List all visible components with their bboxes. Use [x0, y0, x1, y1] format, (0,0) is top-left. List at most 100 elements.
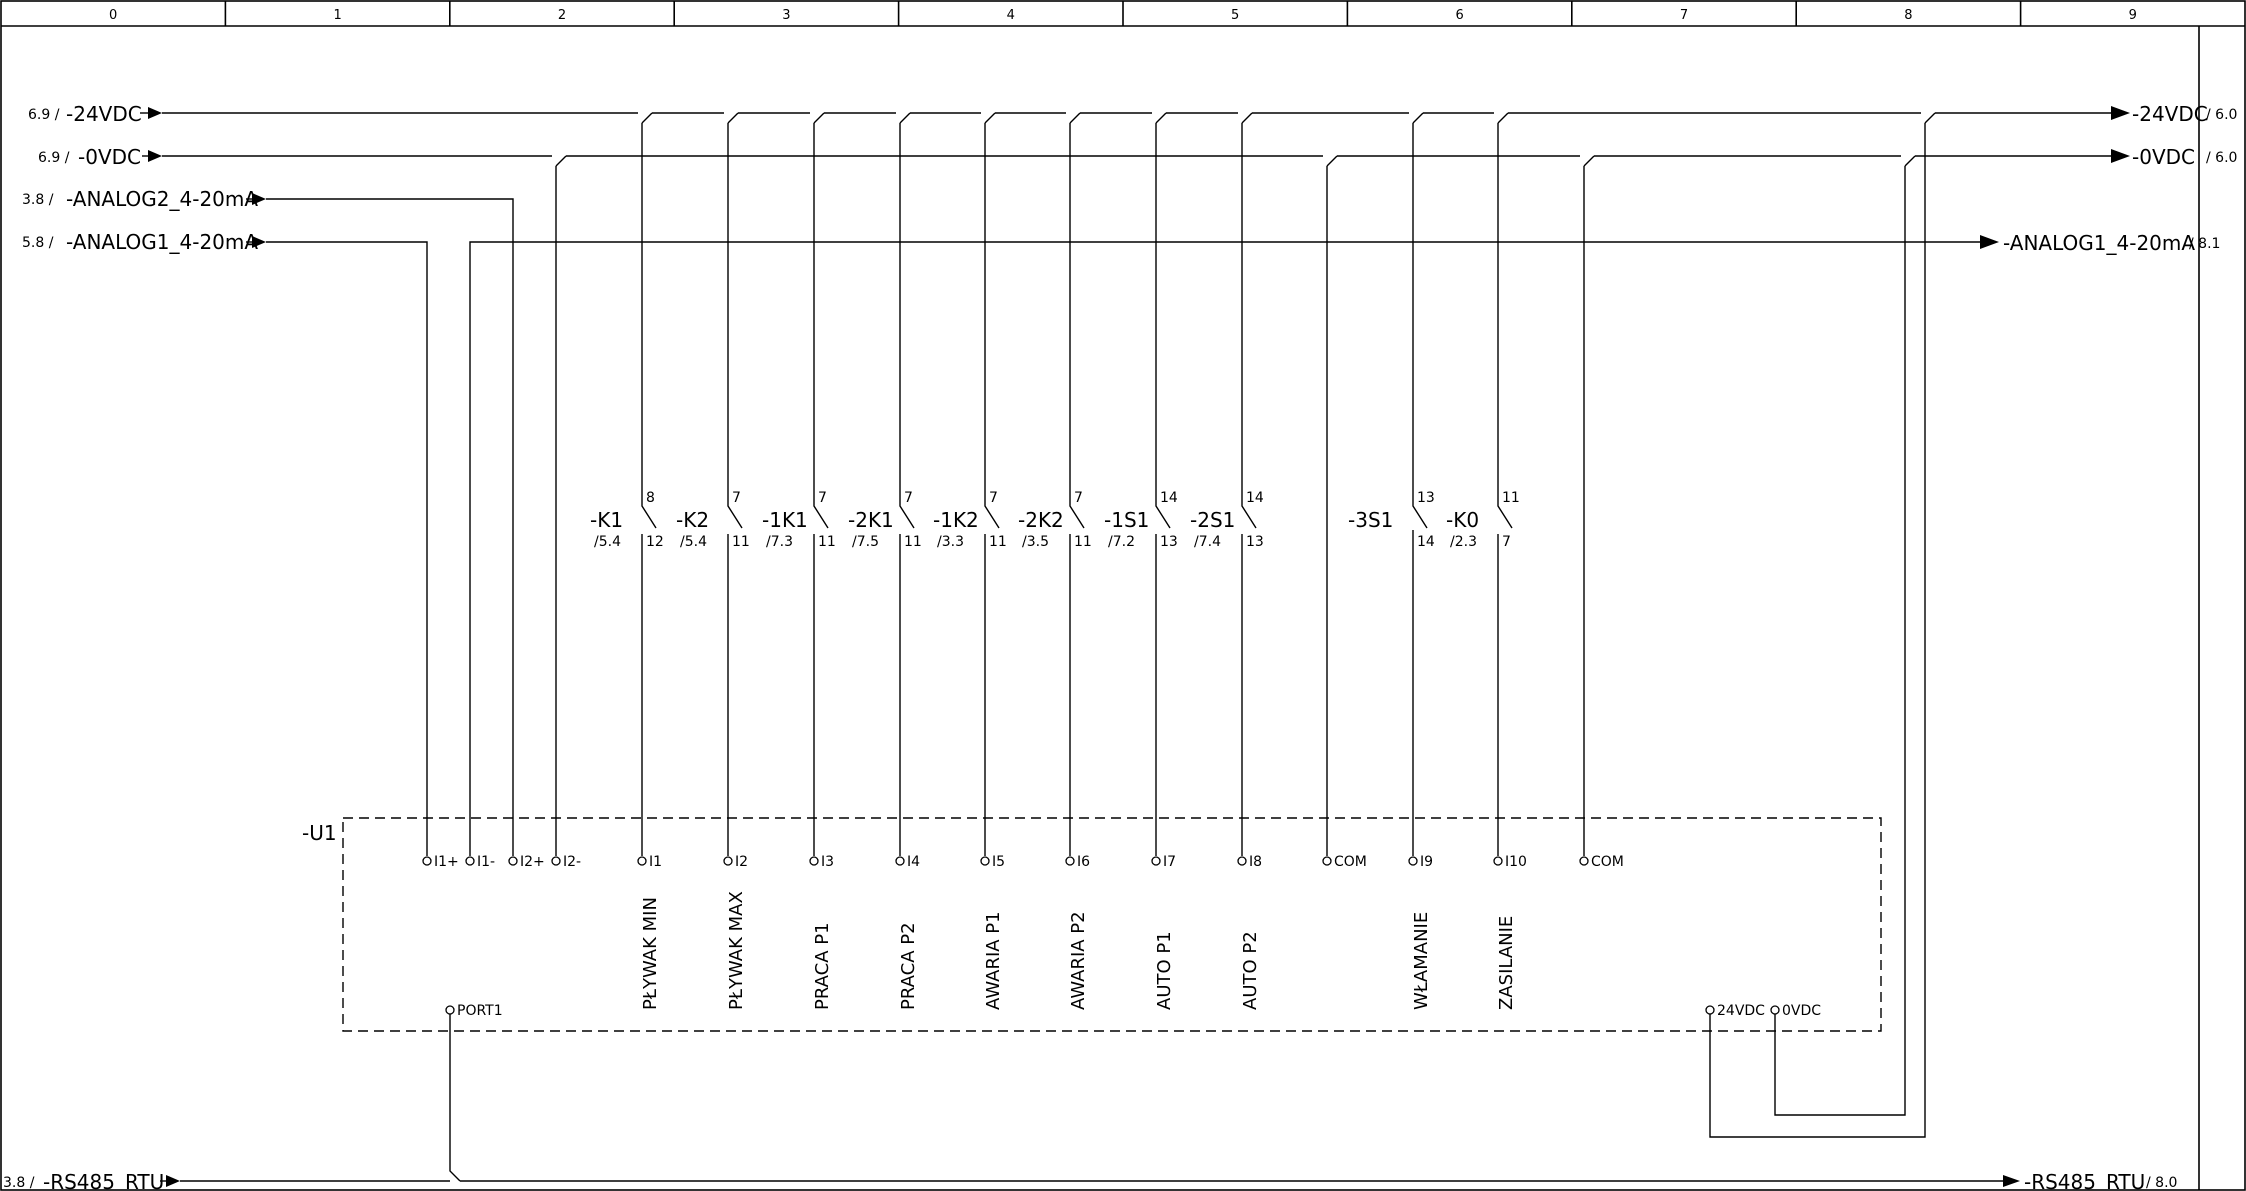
terminal-port — [445, 1005, 455, 1015]
potential-label: -ANALOG1_4-20mA — [66, 230, 258, 254]
terminal-label: I4 — [907, 854, 920, 870]
terminal-label: I1 — [649, 854, 662, 870]
column-number: 8 — [1904, 8, 1912, 23]
potential-label: -RS485_RTU — [2024, 1170, 2145, 1191]
terminal — [895, 856, 905, 866]
arrow-icon — [2111, 106, 2130, 120]
contact-name: -1K2 — [933, 508, 979, 532]
rail-analog2: 3.8 / -ANALOG2_4-20mA — [22, 187, 514, 856]
input-label: AWARIA P2 — [1068, 911, 1089, 1010]
contact-switch-icon — [1241, 123, 1257, 856]
contact-switch-icon — [984, 123, 1000, 856]
analog-terminals: I1+ I1- I2+ I2- — [422, 854, 581, 870]
input-label: AUTO P1 — [1154, 931, 1175, 1010]
column-number: 0 — [109, 8, 117, 23]
contact-pin-top: 14 — [1160, 490, 1178, 506]
contact: -1S1/7.2 14 13 — [1104, 123, 1178, 856]
device-input: I2 PŁYWAK MAX — [723, 854, 748, 1010]
column-number: 6 — [1455, 8, 1463, 23]
column-number: 2 — [558, 8, 566, 23]
terminal — [551, 856, 561, 866]
terminal — [1579, 856, 1589, 866]
terminal-label: I2- — [563, 854, 581, 870]
terminal — [1237, 856, 1247, 866]
contact: -3S1 13 14 — [1348, 123, 1435, 856]
potential-ref: / 8.0 — [2146, 1175, 2177, 1191]
device-input: I9 WŁAMANIE — [1408, 854, 1433, 1010]
contact-pin-bottom: 7 — [1502, 534, 1511, 550]
contact-name: -2S1 — [1190, 508, 1235, 532]
contact-name: -1S1 — [1104, 508, 1149, 532]
contact-pin-top: 7 — [904, 490, 913, 506]
contact-pin-bottom: 14 — [1417, 534, 1435, 550]
contact: -1K1/7.3 7 11 — [762, 123, 836, 856]
contact-pin-top: 7 — [818, 490, 827, 506]
device-input: I7 AUTO P1 — [1151, 854, 1176, 1010]
device-input: I6 AWARIA P2 — [1065, 854, 1090, 1010]
device-input: COM — [1322, 854, 1367, 870]
terminal — [508, 856, 518, 866]
terminal-label: I5 — [992, 854, 1005, 870]
potential-ref: / 8.1 — [2189, 236, 2220, 252]
device-input: COM — [1579, 854, 1624, 870]
contact-name: -2K1 — [848, 508, 894, 532]
contact-pin-bottom: 11 — [1074, 534, 1092, 550]
contact: -K2/5.4 7 11 — [676, 123, 750, 856]
potential-label: -0VDC — [2132, 145, 2195, 169]
device-input: I1 PŁYWAK MIN — [637, 854, 662, 1010]
terminal — [465, 856, 475, 866]
contact-pin-bottom: 11 — [732, 534, 750, 550]
terminal-label: I7 — [1163, 854, 1176, 870]
terminal-label: I10 — [1505, 854, 1527, 870]
terminal-label: 24VDC — [1717, 1003, 1765, 1019]
column-number: 3 — [782, 8, 790, 23]
contact-pin-top: 11 — [1502, 490, 1520, 506]
device-input: I8 AUTO P2 — [1237, 854, 1262, 1010]
contact-columns: -K1/5.4 8 12 -K2/5.4 7 11 -1K1/7.3 7 11 -2K1/7.5 7… — [590, 123, 1520, 856]
potential-ref: 6.9 / — [28, 107, 60, 123]
contact-name: -K0 — [1446, 508, 1479, 532]
contact-ref: /7.4 — [1194, 534, 1221, 550]
contact: -K1/5.4 8 12 — [590, 123, 664, 856]
input-label: AWARIA P1 — [983, 911, 1004, 1010]
contact-switch-icon — [1069, 123, 1085, 856]
arrow-icon — [2111, 149, 2130, 163]
terminal — [422, 856, 432, 866]
terminal — [1408, 856, 1418, 866]
input-label: PŁYWAK MAX — [726, 891, 747, 1010]
terminal — [1065, 856, 1075, 866]
terminal-0vdc — [1770, 1005, 1780, 1015]
contact-pin-top: 13 — [1417, 490, 1435, 506]
potential-label: -ANALOG1_4-20mA — [2003, 231, 2195, 255]
contact-name: -3S1 — [1348, 508, 1393, 532]
contact: -2K1/7.5 7 11 — [848, 123, 922, 856]
terminal-label: COM — [1334, 854, 1367, 870]
column-number: 7 — [1680, 8, 1688, 23]
rail-rs485: 3.8 / -RS485_RTU -RS485_RTU / 8.0 — [3, 1014, 2177, 1191]
potential-ref: 3.8 / — [3, 1175, 35, 1191]
contact-switch-icon — [899, 123, 915, 856]
arrow-icon — [1980, 235, 1999, 249]
contact-pin-bottom: 13 — [1246, 534, 1264, 550]
column-number: 4 — [1007, 8, 1015, 23]
potential-ref: 5.8 / — [22, 235, 54, 251]
arrow-icon — [252, 193, 266, 205]
contact: -2S1/7.4 14 13 — [1190, 123, 1264, 856]
column-number: 5 — [1231, 8, 1239, 23]
rail-24vdc: 6.9 / -24VDC -24VDC / 6.0 — [28, 102, 2237, 126]
contact-pin-bottom: 11 — [818, 534, 836, 550]
terminal-label: 0VDC — [1782, 1003, 1821, 1019]
wire-supply-0vdc — [1774, 166, 1906, 1116]
contact-switch-icon — [1155, 123, 1171, 856]
device-label: -U1 — [302, 821, 337, 845]
terminal-label: I8 — [1249, 854, 1262, 870]
terminal — [637, 856, 647, 866]
device-input: I5 AWARIA P1 — [980, 854, 1005, 1010]
contact-ref: /5.4 — [680, 534, 707, 550]
device-boundary — [342, 817, 1882, 1032]
potential-ref: 6.9 / — [38, 150, 70, 166]
contact-switch-icon — [813, 123, 829, 856]
terminal-label: I2+ — [520, 854, 545, 870]
